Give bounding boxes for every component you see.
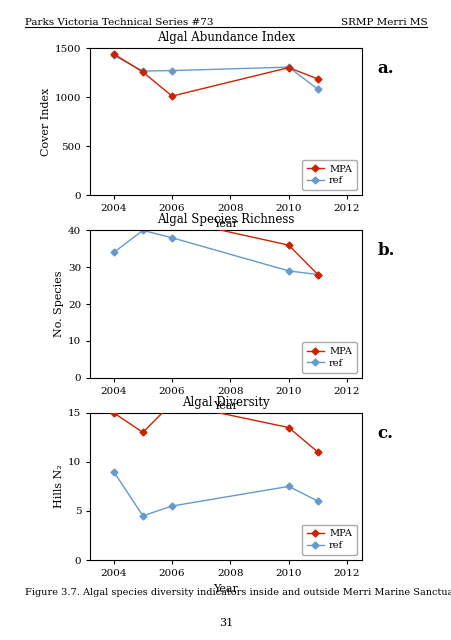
Text: SRMP Merri MS: SRMP Merri MS <box>340 18 426 27</box>
Text: a.: a. <box>377 60 394 77</box>
X-axis label: Year: Year <box>213 584 238 593</box>
X-axis label: Year: Year <box>213 219 238 228</box>
Legend: MPA, ref: MPA, ref <box>301 160 356 190</box>
Legend: MPA, ref: MPA, ref <box>301 342 356 372</box>
Y-axis label: Hills N₂: Hills N₂ <box>54 465 64 508</box>
Title: Algal Abundance Index: Algal Abundance Index <box>156 31 295 44</box>
Text: b.: b. <box>377 242 395 259</box>
Text: Parks Victoria Technical Series #73: Parks Victoria Technical Series #73 <box>25 18 213 27</box>
Text: c.: c. <box>377 424 393 442</box>
Text: Figure 3.7. Algal species diversity indicators inside and outside Merri Marine S: Figure 3.7. Algal species diversity indi… <box>25 588 451 596</box>
Title: Algal Species Richness: Algal Species Richness <box>157 214 294 227</box>
Text: 31: 31 <box>218 618 233 628</box>
Y-axis label: No. Species: No. Species <box>54 271 64 337</box>
X-axis label: Year: Year <box>213 401 238 411</box>
Legend: MPA, ref: MPA, ref <box>301 525 356 555</box>
Title: Algal Diversity: Algal Diversity <box>182 396 269 409</box>
Y-axis label: Cover Index: Cover Index <box>41 88 51 156</box>
